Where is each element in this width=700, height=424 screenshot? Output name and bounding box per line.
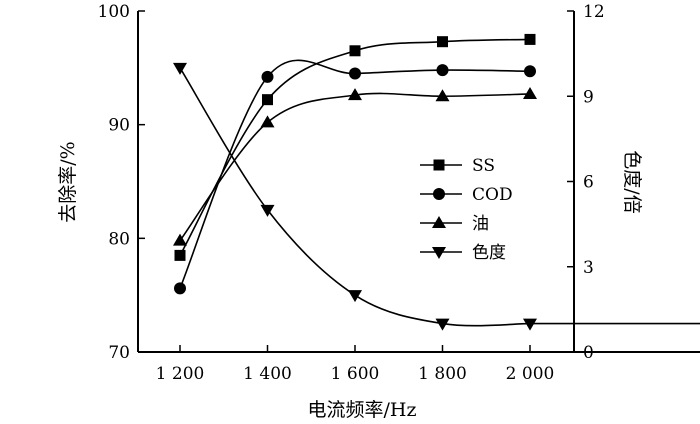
right-tick-label: 0: [583, 343, 594, 363]
data-point-1-2: [349, 67, 361, 80]
left-tick-label: 70: [108, 343, 130, 363]
legend-label-2: 油: [472, 214, 489, 234]
data-point-2-2: [348, 88, 362, 101]
data-point-0-3: [437, 36, 448, 48]
tick-labels: 70 80 90 100 0 3 6 9 12 1 200 1 400 1 600 1 800 2 000: [98, 2, 605, 384]
data-point-3-2: [348, 290, 362, 303]
data-point-0-1: [262, 94, 273, 106]
legend-marker-3: [432, 247, 446, 259]
legend-label-0: SS: [472, 156, 495, 176]
left-tick-label: 80: [108, 229, 130, 249]
data-point-2-4: [523, 86, 537, 99]
right-tick-label: 3: [583, 258, 594, 278]
right-tick-label: 6: [583, 173, 594, 193]
data-point-2-1: [260, 115, 275, 128]
data-point-1-0: [174, 282, 186, 295]
data-point-3-3: [435, 318, 450, 331]
x-tick-label: 1 400: [243, 364, 292, 384]
data-point-3-4: [523, 318, 537, 331]
data-point-0-0: [174, 249, 186, 261]
left-axis-title: 去除率/%: [57, 141, 79, 222]
legend-label-3: 色度: [472, 243, 506, 263]
legend-label-1: COD: [472, 185, 513, 205]
axes: [137, 10, 700, 353]
right-tick-label: 9: [583, 87, 594, 107]
data-point-3-0: [173, 62, 187, 75]
data-point-1-4: [524, 65, 536, 78]
data-point-3-1: [260, 204, 275, 217]
series-line-3: [179, 67, 700, 327]
legend-marker-2: [432, 216, 446, 228]
data-point-2-3: [435, 89, 450, 102]
series-line-1: [179, 59, 531, 289]
x-tick-label: 2 000: [506, 364, 555, 384]
left-tick-label: 100: [98, 2, 130, 22]
data-point-0-2: [349, 45, 361, 57]
right-axis-title: 色度/倍: [621, 150, 643, 213]
data-point-1-1: [261, 70, 274, 83]
legend-marker-0: [433, 159, 445, 171]
series-markers: [173, 33, 537, 331]
right-tick-label: 12: [583, 2, 605, 22]
left-tick-label: 90: [108, 116, 130, 136]
x-axis-title: 电流频率/Hz: [308, 399, 417, 421]
legend: SS COD 油色度: [420, 156, 513, 263]
data-point-0-4: [524, 33, 536, 45]
x-tick-label: 1 800: [418, 364, 467, 384]
data-point-1-3: [436, 64, 449, 77]
x-tick-label: 1 600: [331, 364, 380, 384]
x-tick-label: 1 200: [156, 364, 205, 384]
legend-marker-1: [433, 188, 445, 200]
data-point-2-0: [173, 233, 187, 246]
